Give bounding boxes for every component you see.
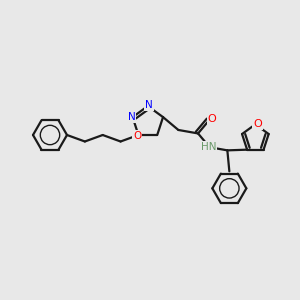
Text: N: N xyxy=(145,100,153,110)
Text: N: N xyxy=(128,112,136,122)
Text: O: O xyxy=(208,114,216,124)
Text: O: O xyxy=(253,119,262,129)
Text: O: O xyxy=(133,131,142,141)
Text: HN: HN xyxy=(201,142,216,152)
